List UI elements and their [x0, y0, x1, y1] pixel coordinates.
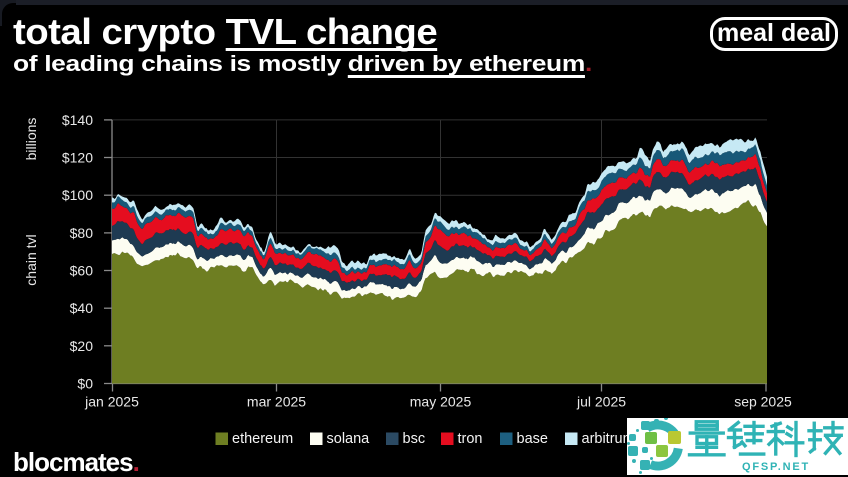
svg-text:$80: $80: [70, 225, 94, 241]
svg-text:sep 2025: sep 2025: [734, 394, 792, 410]
svg-text:$60: $60: [70, 263, 94, 279]
svg-text:tron: tron: [458, 431, 483, 447]
svg-text:jan 2025: jan 2025: [84, 394, 139, 410]
svg-text:billions: billions: [23, 118, 39, 161]
svg-text:bsc: bsc: [403, 431, 426, 447]
svg-text:arbitrum: arbitrum: [582, 431, 635, 447]
svg-text:chain tvl: chain tvl: [23, 234, 39, 285]
svg-text:$20: $20: [70, 338, 94, 354]
svg-text:solana: solana: [327, 431, 371, 447]
svg-text:ethereum: ethereum: [232, 431, 293, 447]
svg-text:may 2025: may 2025: [410, 394, 472, 410]
svg-text:$120: $120: [62, 150, 93, 166]
svg-text:$0: $0: [77, 376, 93, 392]
svg-text:mar 2025: mar 2025: [247, 394, 306, 410]
svg-text:$40: $40: [70, 300, 94, 316]
svg-text:$140: $140: [62, 112, 93, 128]
svg-text:$100: $100: [62, 187, 93, 203]
svg-text:base: base: [517, 431, 548, 447]
svg-text:jul 2025: jul 2025: [576, 394, 626, 410]
